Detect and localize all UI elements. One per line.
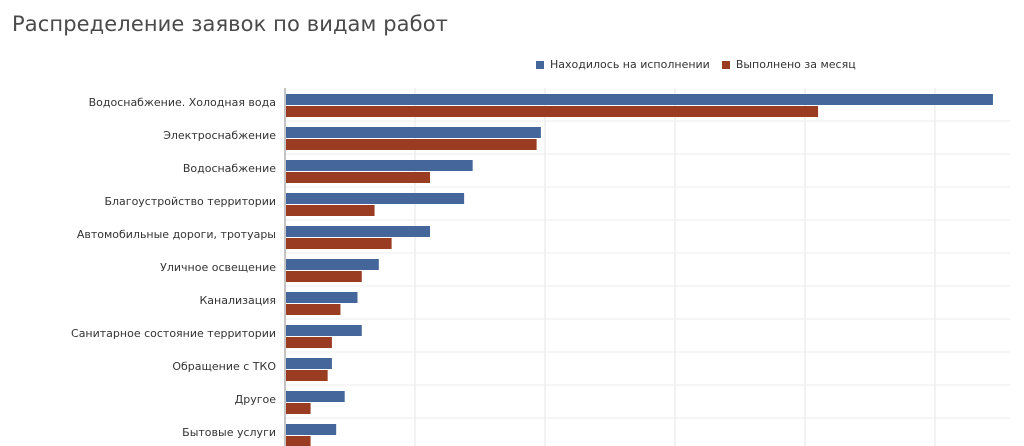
bar-in-progress[interactable] [286, 226, 430, 237]
legend-item-in-progress[interactable]: Находилось на исполнении [536, 58, 710, 71]
category-label: Бытовые услуги [182, 426, 276, 439]
legend-label-completed: Выполнено за месяц [735, 58, 856, 71]
bar-completed[interactable] [286, 238, 392, 249]
category-label: Автомобильные дороги, тротуары [77, 228, 276, 241]
bar-in-progress[interactable] [286, 325, 362, 336]
bar-in-progress[interactable] [286, 193, 465, 204]
bar-in-progress[interactable] [286, 127, 541, 138]
category-label: Санитарное состояние территории [71, 327, 276, 340]
category-label: Канализация [199, 294, 276, 307]
bar-completed[interactable] [286, 271, 362, 282]
category-label: Благоустройство территории [104, 195, 276, 208]
bar-completed[interactable] [286, 403, 311, 414]
category-label: Водоснабжение. Холодная вода [89, 96, 276, 109]
bar-completed[interactable] [286, 205, 375, 216]
bar-completed[interactable] [286, 106, 819, 117]
bar-in-progress[interactable] [286, 259, 379, 270]
bar-completed[interactable] [286, 172, 430, 183]
chart-title: Распределение заявок по видам работ [12, 12, 448, 36]
category-label: Электроснабжение [163, 129, 276, 142]
bar-completed[interactable] [286, 139, 537, 150]
legend: Находилось на исполнении Выполнено за ме… [536, 58, 868, 71]
bar-completed[interactable] [286, 436, 311, 446]
bar-in-progress[interactable] [286, 292, 358, 303]
bar-completed[interactable] [286, 337, 332, 348]
bar-in-progress[interactable] [286, 391, 345, 402]
legend-label-in-progress: Находилось на исполнении [550, 58, 710, 71]
bar-in-progress[interactable] [286, 358, 332, 369]
bar-in-progress[interactable] [286, 94, 993, 105]
category-label: Другое [235, 393, 277, 406]
bar-in-progress[interactable] [286, 160, 473, 171]
category-label: Уличное освещение [160, 261, 276, 274]
category-label: Водоснабжение [183, 162, 276, 175]
legend-item-completed[interactable]: Выполнено за месяц [721, 58, 856, 71]
bar-completed[interactable] [286, 370, 328, 381]
bar-in-progress[interactable] [286, 424, 337, 435]
legend-swatch-in-progress [536, 60, 544, 69]
legend-swatch-completed [721, 60, 730, 69]
bar-completed[interactable] [286, 304, 341, 315]
category-label: Обращение с ТКО [172, 360, 276, 373]
